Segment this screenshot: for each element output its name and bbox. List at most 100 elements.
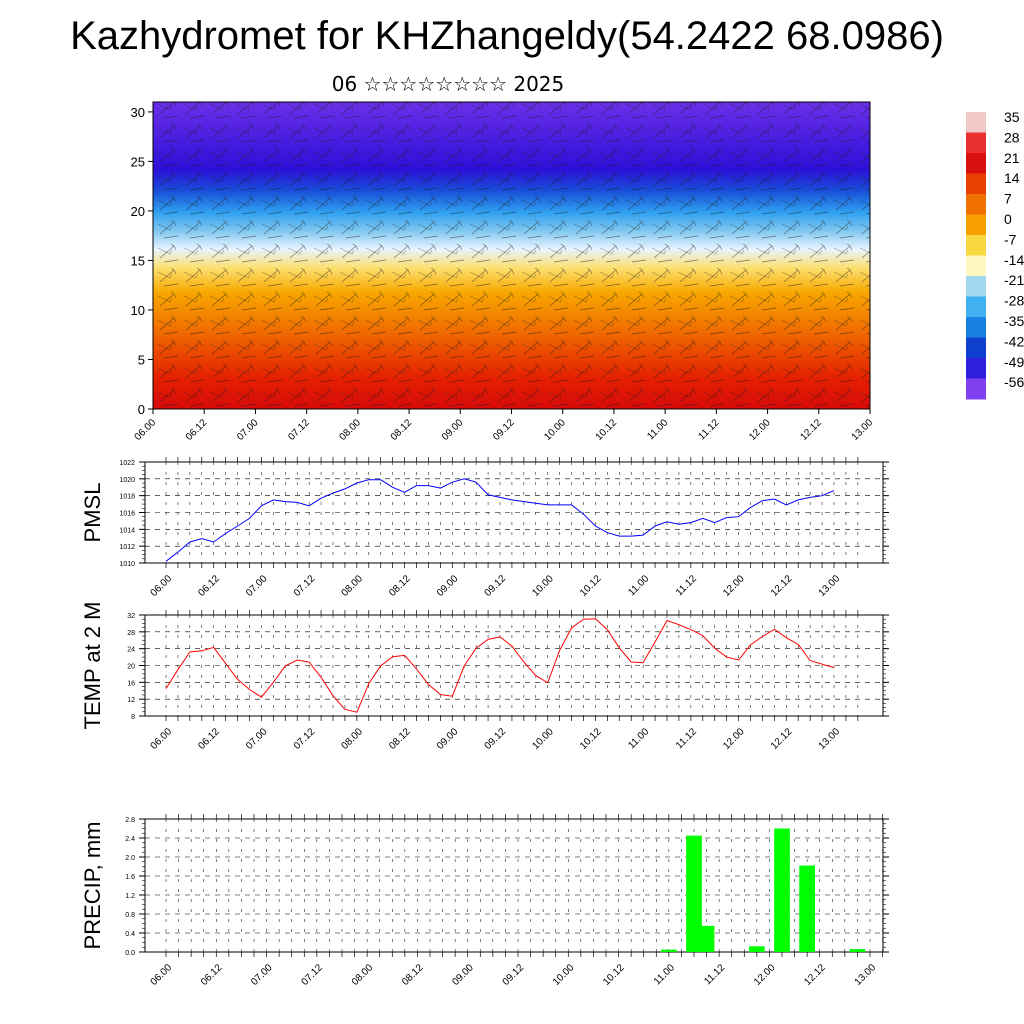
x-tick-label: 09.12 [483, 573, 509, 599]
y-tick-label: 28 [127, 630, 135, 637]
x-tick-label: 11.12 [697, 417, 722, 442]
x-tick-label: 08.12 [389, 417, 415, 443]
x-tick-label: 10.12 [594, 417, 620, 443]
x-tick-label: 13.00 [850, 417, 876, 443]
x-tick-label: 12.12 [802, 962, 828, 988]
x-tick-label: 11.12 [674, 726, 699, 751]
x-tick-label: 12.12 [769, 726, 795, 752]
precip-bar [849, 949, 866, 952]
colorbar-label: -56 [1004, 374, 1024, 390]
y-tick-label: 12 [127, 697, 135, 704]
x-tick-label: 11.12 [674, 573, 699, 598]
x-tick-label: 12.00 [752, 962, 778, 988]
x-tick-label: 11.00 [645, 417, 670, 442]
y-tick-label: 0.0 [125, 950, 135, 957]
y-tick-label: 10 [131, 303, 145, 318]
colorbar-label: 35 [1004, 109, 1020, 125]
precip-bar [774, 828, 790, 952]
colorbar-label: 14 [1004, 170, 1020, 186]
x-tick-label: 07.12 [300, 962, 326, 988]
x-tick-label: 06.12 [196, 573, 222, 599]
x-tick-label: 10.00 [542, 417, 568, 443]
x-tick-label: 06.00 [149, 726, 175, 752]
x-tick-label: 08.12 [387, 726, 413, 752]
x-tick-label: 07.00 [244, 726, 270, 752]
colorbar-label: -42 [1004, 333, 1024, 349]
colorbar-swatch [966, 317, 986, 338]
pmsl-panel: 1010 1012 1014 1016 1018 1020 1022 06.00 06.12 07… [80, 457, 889, 599]
x-tick-label: 10.12 [578, 573, 604, 599]
precip-bar [799, 865, 815, 952]
precip-bar [661, 949, 677, 952]
x-tick-label: 07.00 [235, 417, 261, 443]
y-tick-label: 0.8 [125, 912, 135, 919]
colorbar-label: -49 [1004, 354, 1024, 370]
y-tick-label: 16 [127, 680, 135, 687]
precip-bar [749, 946, 765, 952]
y-tick-label: 5 [138, 352, 145, 367]
x-tick-label: 12.12 [798, 417, 824, 443]
x-tick-label: 09.00 [435, 726, 461, 752]
x-tick-label: 08.12 [400, 962, 426, 988]
y-tick-label: 2.0 [125, 855, 135, 862]
x-tick-label: 12.00 [721, 726, 747, 752]
y-tick-label: 1018 [119, 494, 135, 501]
series-line [165, 618, 835, 713]
colorbar-swatch [966, 214, 986, 236]
x-tick-label: 13.00 [817, 726, 843, 752]
x-tick-label: 11.00 [626, 573, 651, 598]
colorbar-label: -35 [1004, 313, 1024, 329]
y-tick-label: 20 [127, 664, 135, 671]
precip-bar [686, 835, 702, 952]
x-tick-label: 10.00 [551, 962, 577, 988]
y-tick-label: 24 [127, 647, 135, 654]
series-line [165, 478, 835, 562]
x-tick-label: 11.12 [702, 962, 727, 987]
y-axis-label: TEMP at 2 M [80, 602, 105, 730]
x-tick-label: 06.12 [196, 726, 222, 752]
y-tick-label: 1012 [119, 544, 135, 551]
x-tick-label: 08.00 [350, 962, 376, 988]
x-tick-label: 10.00 [530, 726, 556, 752]
chart-subtitle: 06 ☆☆☆☆☆☆☆☆ 2025 [331, 72, 565, 96]
colorbar-swatch [966, 194, 986, 215]
x-tick-label: 09.12 [491, 417, 517, 443]
x-tick-label: 10.12 [601, 962, 627, 988]
x-tick-label: 12.00 [747, 417, 773, 443]
chart-title: Kazhydromet for KHZhangeldy(54.2422 68.0… [70, 14, 944, 58]
colorbar-swatch [966, 153, 986, 174]
precip-panel: 0.0 0.4 0.8 1.2 1.6 2.0 2.4 2.8 06.00 06.12 07.00 0… [80, 814, 889, 988]
y-tick-label: 2.8 [125, 817, 135, 824]
x-tick-label: 08.12 [387, 573, 413, 599]
x-tick-label: 06.00 [133, 417, 159, 443]
y-tick-label: 1020 [119, 477, 135, 484]
temp-2m-panel: 8 12 16 20 24 28 32 06.00 06.12 07.00 07.12 08.00 08… [80, 602, 889, 752]
y-tick-label: 15 [131, 253, 145, 268]
colorbar-swatch [966, 358, 986, 379]
x-tick-label: 10.12 [578, 726, 604, 752]
x-tick-label: 08.00 [340, 573, 366, 599]
y-tick-label: 1014 [119, 527, 135, 534]
x-tick-label: 08.00 [340, 726, 366, 752]
colorbar-label: 28 [1004, 129, 1020, 145]
y-tick-label: 1016 [119, 511, 135, 518]
colorbar-swatch [966, 112, 986, 133]
colorbar-label: -21 [1004, 272, 1024, 288]
colorbar-label: -14 [1004, 252, 1024, 268]
x-tick-label: 07.12 [292, 573, 318, 599]
y-tick-label: 1.2 [125, 893, 135, 900]
y-tick-label: 1.6 [125, 874, 135, 881]
y-tick-label: 0 [138, 402, 145, 417]
x-tick-label: 06.12 [184, 417, 210, 443]
x-tick-label: 10.00 [530, 573, 556, 599]
x-tick-label: 13.00 [853, 962, 879, 988]
x-tick-label: 06.00 [149, 573, 175, 599]
y-tick-label: 2.4 [125, 836, 135, 843]
x-tick-label: 12.12 [769, 573, 795, 599]
x-tick-label: 11.00 [626, 726, 651, 751]
x-tick-label: 09.00 [450, 962, 476, 988]
x-tick-label: 06.00 [149, 962, 175, 988]
y-axis-label: PMSL [80, 483, 105, 543]
x-tick-label: 07.12 [292, 726, 318, 752]
